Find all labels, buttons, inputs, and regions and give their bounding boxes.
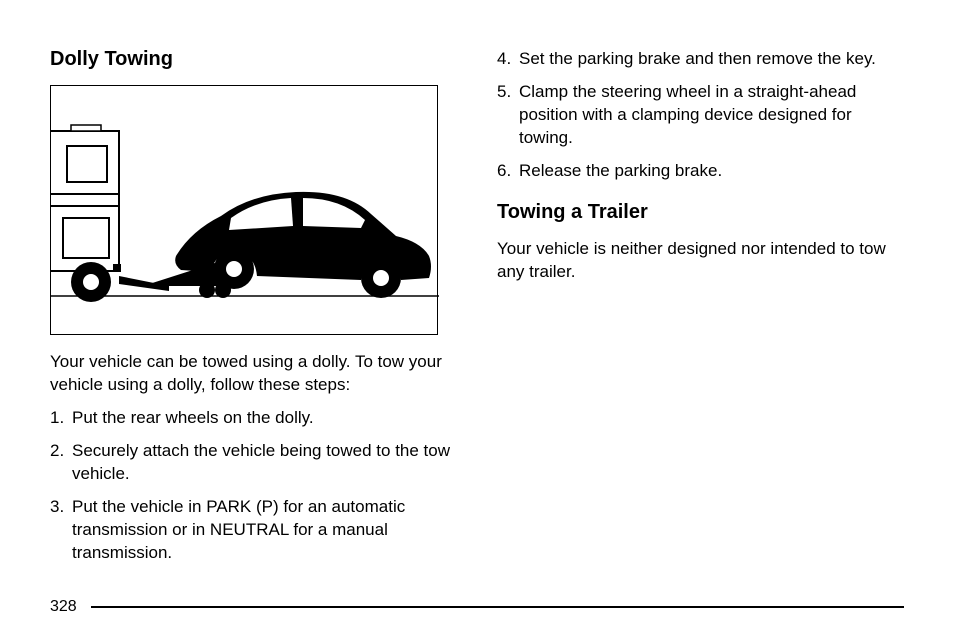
- step-number: 4.: [497, 48, 511, 71]
- step-text: Put the vehicle in PARK (P) for an autom…: [72, 497, 405, 562]
- step-text: Set the parking brake and then remove th…: [519, 49, 876, 68]
- step-number: 6.: [497, 160, 511, 183]
- dolly-steps-continued: 4. Set the parking brake and then remove …: [497, 48, 904, 183]
- towing-trailer-body: Your vehicle is neither designed nor int…: [497, 238, 904, 284]
- step-text: Put the rear wheels on the dolly.: [72, 408, 314, 427]
- dolly-towing-heading: Dolly Towing: [50, 48, 457, 71]
- step-number: 3.: [50, 496, 64, 519]
- step-text: Release the parking brake.: [519, 161, 722, 180]
- step-2: 2.Securely attach the vehicle being towe…: [72, 440, 457, 486]
- step-number: 5.: [497, 81, 511, 104]
- motorhome-icon: [51, 125, 169, 302]
- step-number: 1.: [50, 407, 64, 430]
- step-3: 3.Put the vehicle in PARK (P) for an aut…: [72, 496, 457, 565]
- step-4: 4.Set the parking brake and then remove …: [519, 48, 904, 71]
- step-text: Clamp the steering wheel in a straight-a…: [519, 82, 856, 147]
- page-columns: Dolly Towing: [50, 48, 904, 588]
- step-text: Securely attach the vehicle being towed …: [72, 441, 450, 483]
- step-5: 5.Clamp the steering wheel in a straight…: [519, 81, 904, 150]
- footer-rule: [91, 606, 904, 608]
- left-column: Dolly Towing: [50, 48, 457, 588]
- page-footer: 328: [50, 598, 904, 616]
- step-6: 6.Release the parking brake.: [519, 160, 904, 183]
- dolly-steps-list: 1.Put the rear wheels on the dolly. 2.Se…: [50, 407, 457, 565]
- page-number: 328: [50, 598, 77, 616]
- right-column: 4. Set the parking brake and then remove …: [497, 48, 904, 588]
- step-1: 1.Put the rear wheels on the dolly.: [72, 407, 457, 430]
- step-number: 2.: [50, 440, 64, 463]
- dolly-intro-text: Your vehicle can be towed using a dolly.…: [50, 351, 457, 397]
- dolly-towing-figure: [50, 85, 438, 335]
- towing-illustration: [51, 86, 439, 336]
- towing-trailer-heading: Towing a Trailer: [497, 201, 904, 224]
